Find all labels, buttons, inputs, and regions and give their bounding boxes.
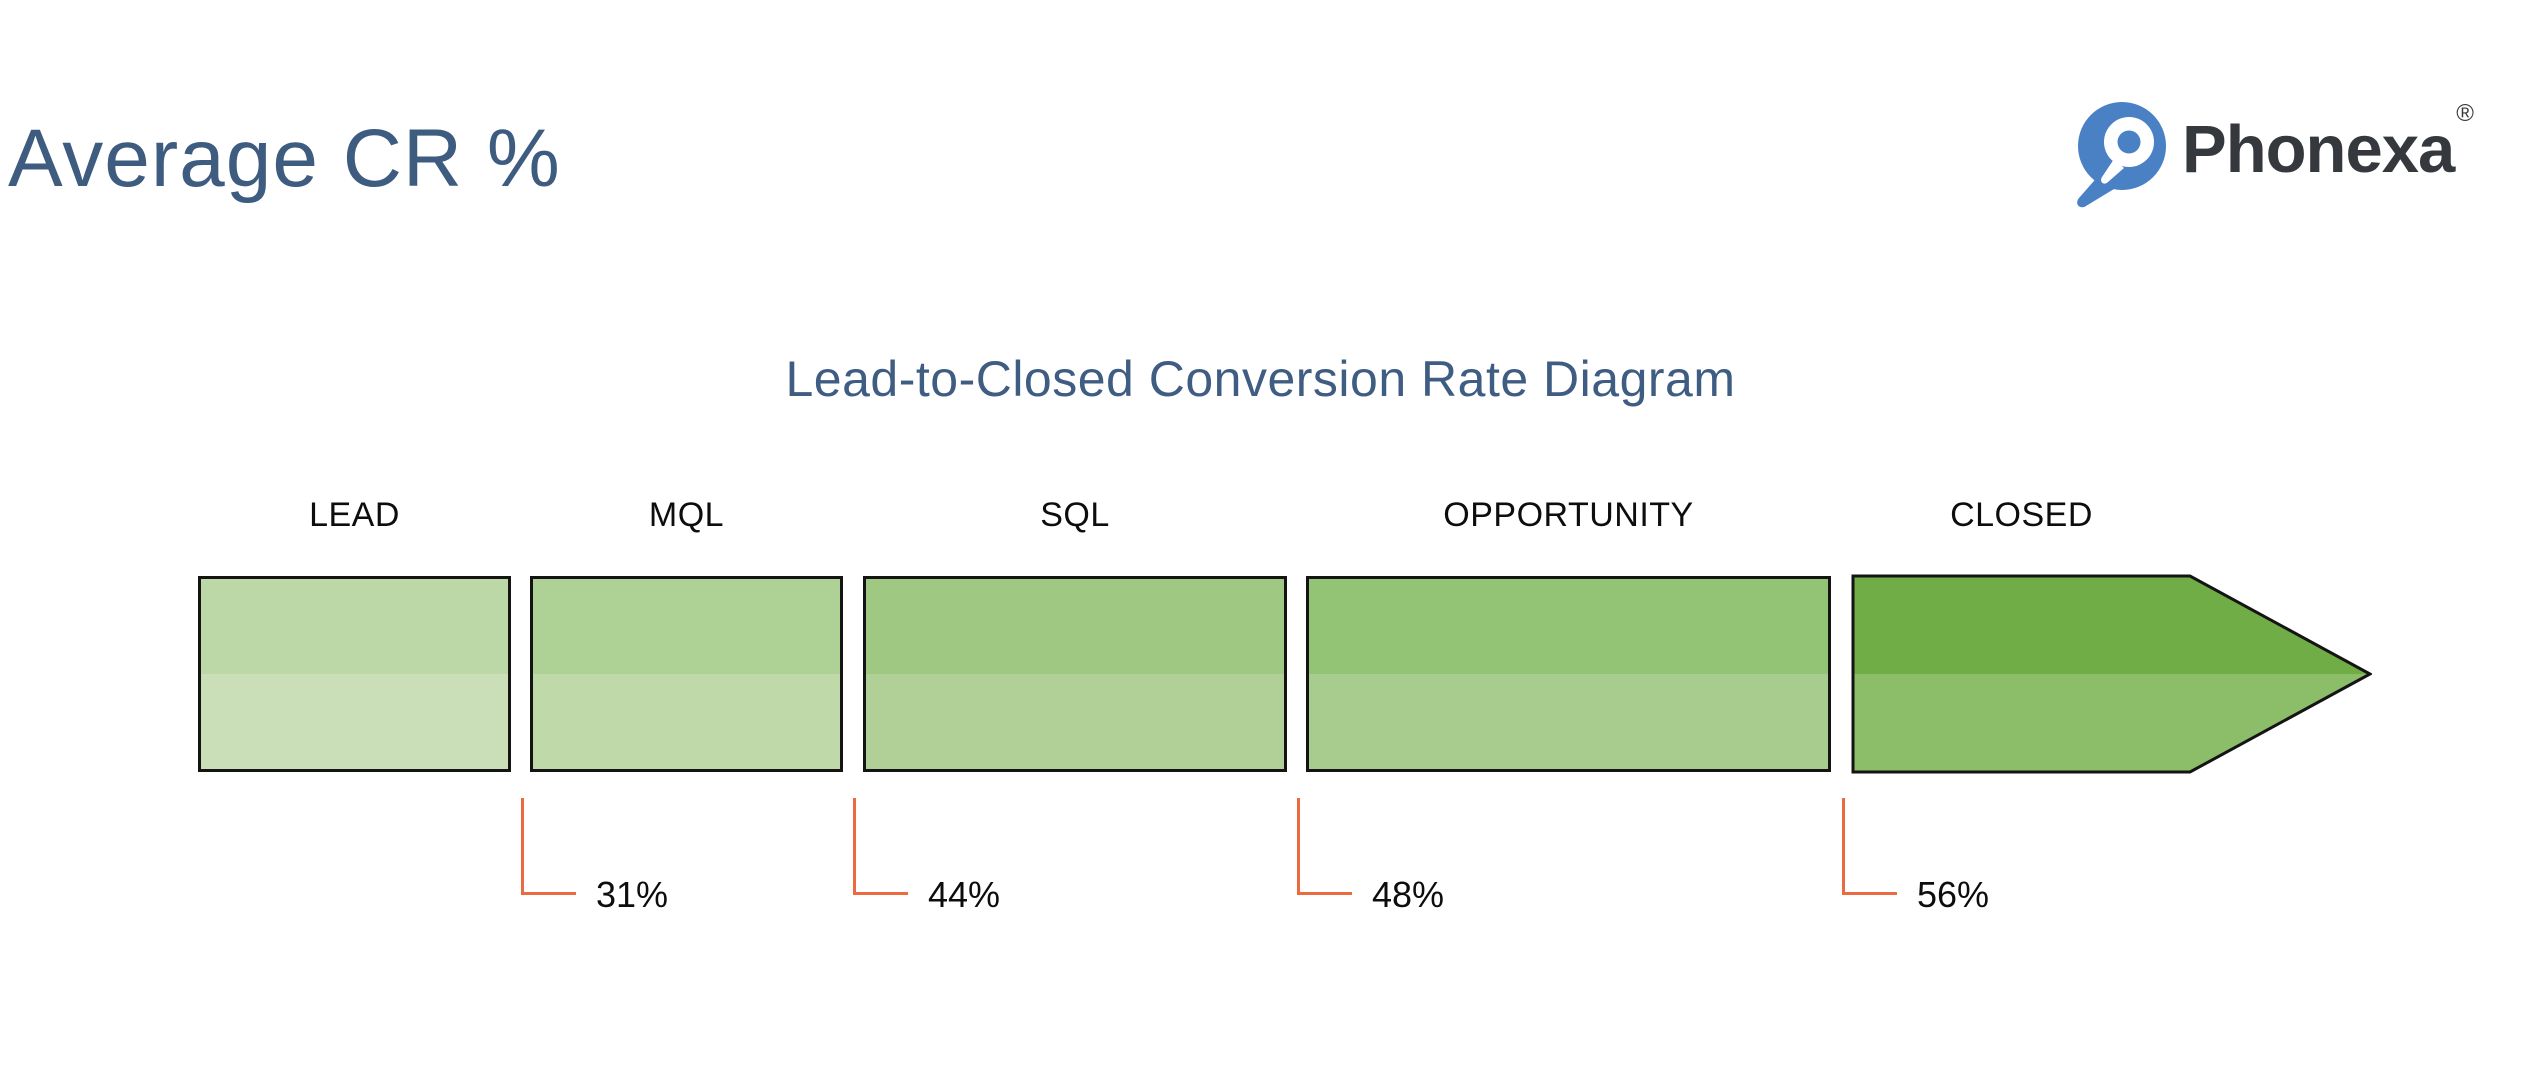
conversion-rate-label: 48% [1372, 874, 1445, 915]
conversion-connector-line [1297, 798, 1352, 895]
conversion-rate-label: 56% [1917, 874, 1990, 915]
logo-bubble-shape [2077, 102, 2166, 208]
phonexa-bubble-pin-icon [2077, 102, 2166, 208]
logo: Phonexa® [2070, 99, 2474, 208]
stage-label: OPPORTUNITY [1443, 496, 1694, 534]
stage-box [863, 576, 1287, 772]
page-title: Average CR % [8, 113, 561, 204]
stage-label: SQL [1040, 496, 1110, 534]
stage-label: CLOSED [1950, 496, 2093, 534]
stage-box [198, 576, 511, 772]
conversion-connector-line [521, 798, 576, 895]
brand-name: Phonexa® [2182, 99, 2474, 187]
conversion-connector-line [853, 798, 908, 895]
conversion-connector-line [1842, 798, 1897, 895]
stage-label: MQL [648, 496, 725, 534]
stage-arrow-box [1851, 574, 2372, 774]
registered-mark-icon: ® [2456, 99, 2474, 127]
stage-label: LEAD [309, 496, 400, 534]
diagram-title: Lead-to-Closed Conversion Rate Diagram [785, 351, 1736, 407]
conversion-rate-label: 44% [928, 874, 1001, 915]
conversion-rate-label: 31% [596, 874, 669, 915]
stage-box [530, 576, 843, 772]
stage-box [1306, 576, 1831, 772]
